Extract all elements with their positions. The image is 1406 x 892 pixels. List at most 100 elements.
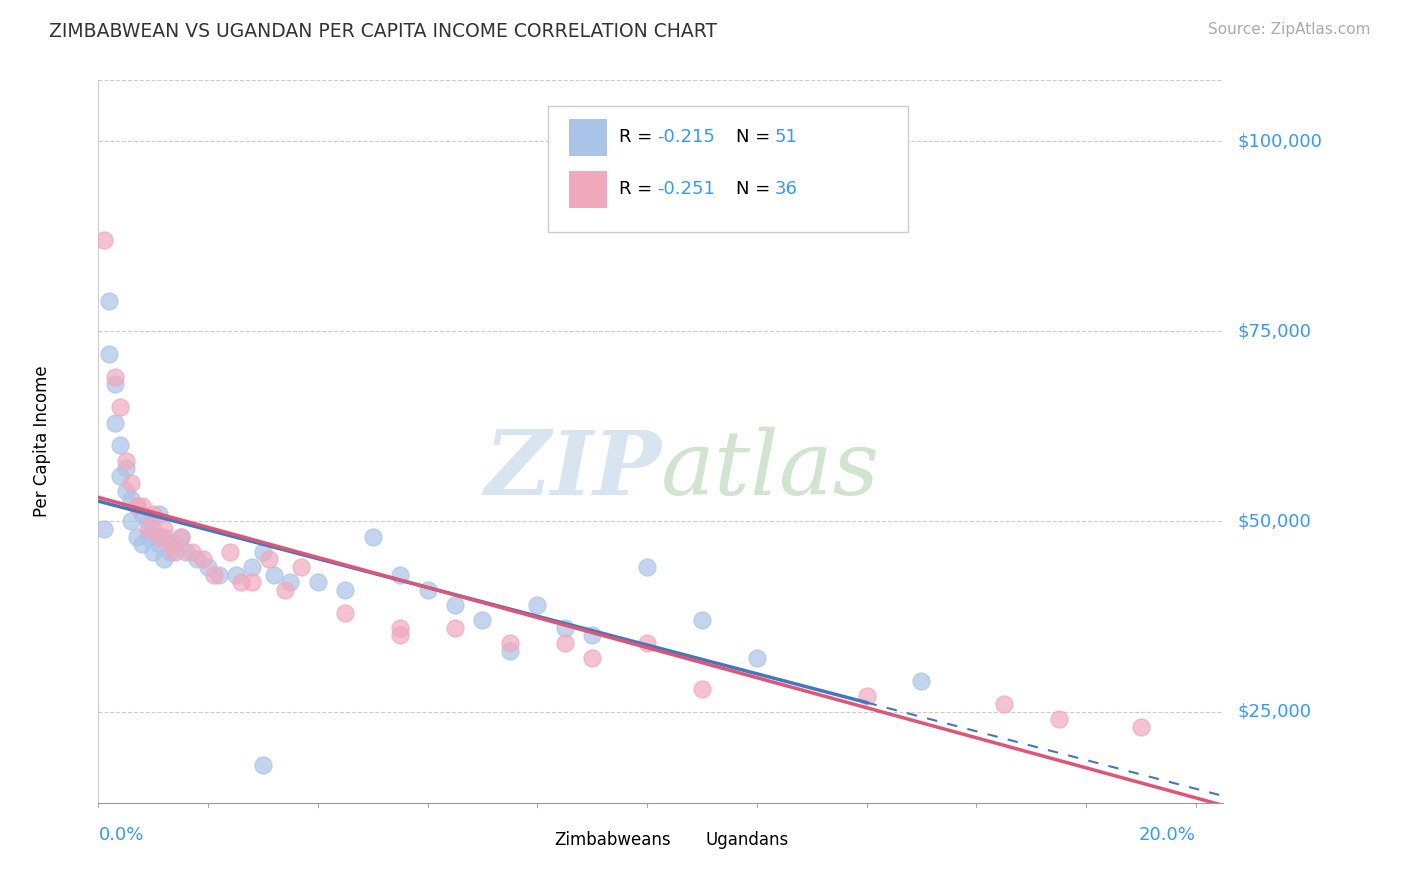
Point [159, 537, 181, 551]
Point [165, 545, 187, 559]
Point [219, 545, 242, 559]
Point [252, 757, 274, 772]
Point [93, 233, 115, 247]
Point [104, 377, 127, 392]
Point [125, 530, 148, 544]
FancyBboxPatch shape [517, 826, 547, 853]
Point [142, 545, 165, 559]
Point [389, 628, 412, 642]
Point [110, 438, 132, 452]
Point [263, 567, 285, 582]
Point [120, 476, 142, 491]
Point [202, 567, 225, 582]
Point [290, 560, 312, 574]
FancyBboxPatch shape [568, 119, 607, 156]
Point [98, 347, 121, 361]
Point [142, 507, 165, 521]
Text: 20.0%: 20.0% [1139, 826, 1195, 844]
Point [159, 545, 181, 559]
Text: R =: R = [619, 180, 658, 198]
Point [636, 560, 658, 574]
Point [499, 643, 522, 657]
Point [554, 621, 576, 635]
Point [125, 499, 148, 513]
Text: Zimbabweans: Zimbabweans [554, 830, 671, 848]
Point [136, 522, 159, 536]
Text: $25,000: $25,000 [1237, 703, 1312, 721]
Point [125, 499, 148, 513]
Point [148, 537, 170, 551]
Point [581, 628, 603, 642]
Point [240, 560, 263, 574]
Text: $100,000: $100,000 [1237, 132, 1322, 150]
Point [1047, 712, 1070, 726]
Point [104, 416, 127, 430]
Point [170, 530, 193, 544]
Text: ZIP: ZIP [485, 427, 661, 514]
Point [131, 499, 153, 513]
Point [257, 552, 280, 566]
Text: $75,000: $75,000 [1237, 322, 1312, 340]
Text: Per Capita Income: Per Capita Income [34, 366, 51, 517]
Point [499, 636, 522, 650]
Point [104, 370, 127, 384]
Point [307, 575, 329, 590]
Text: 0.0%: 0.0% [98, 826, 143, 844]
Point [581, 651, 603, 665]
Point [110, 401, 132, 415]
Point [225, 567, 247, 582]
Point [208, 567, 231, 582]
Text: -0.251: -0.251 [658, 180, 716, 198]
Point [191, 552, 214, 566]
Point [115, 461, 138, 475]
Point [252, 545, 274, 559]
Point [153, 552, 176, 566]
Point [690, 681, 713, 696]
Point [120, 491, 142, 506]
Point [186, 552, 208, 566]
Text: -0.215: -0.215 [658, 128, 716, 146]
Point [120, 515, 142, 529]
Point [136, 530, 159, 544]
Point [180, 545, 202, 559]
FancyBboxPatch shape [568, 170, 607, 208]
Point [855, 690, 877, 704]
FancyBboxPatch shape [548, 105, 908, 232]
Point [471, 613, 494, 627]
Point [745, 651, 768, 665]
Point [444, 621, 467, 635]
Point [197, 560, 219, 574]
Text: 36: 36 [775, 180, 797, 198]
Point [389, 621, 412, 635]
Text: Source: ZipAtlas.com: Source: ZipAtlas.com [1208, 22, 1371, 37]
Point [131, 537, 153, 551]
Point [136, 515, 159, 529]
Point [148, 507, 170, 521]
Point [636, 636, 658, 650]
Point [910, 674, 932, 689]
Point [335, 582, 357, 597]
Point [690, 613, 713, 627]
Point [153, 530, 176, 544]
Point [554, 636, 576, 650]
Point [174, 545, 197, 559]
Point [444, 598, 467, 612]
Point [229, 575, 252, 590]
Point [416, 582, 439, 597]
Text: 51: 51 [775, 128, 797, 146]
Point [93, 522, 115, 536]
Point [142, 522, 165, 536]
Point [389, 567, 412, 582]
Point [993, 697, 1015, 711]
Point [335, 606, 357, 620]
Text: R =: R = [619, 128, 658, 146]
Point [110, 468, 132, 483]
Text: Ugandans: Ugandans [706, 830, 789, 848]
Point [115, 453, 138, 467]
Point [98, 293, 121, 308]
Point [526, 598, 548, 612]
Text: ZIMBABWEAN VS UGANDAN PER CAPITA INCOME CORRELATION CHART: ZIMBABWEAN VS UGANDAN PER CAPITA INCOME … [49, 22, 717, 41]
Point [148, 530, 170, 544]
Point [170, 530, 193, 544]
Text: atlas: atlas [661, 427, 880, 514]
